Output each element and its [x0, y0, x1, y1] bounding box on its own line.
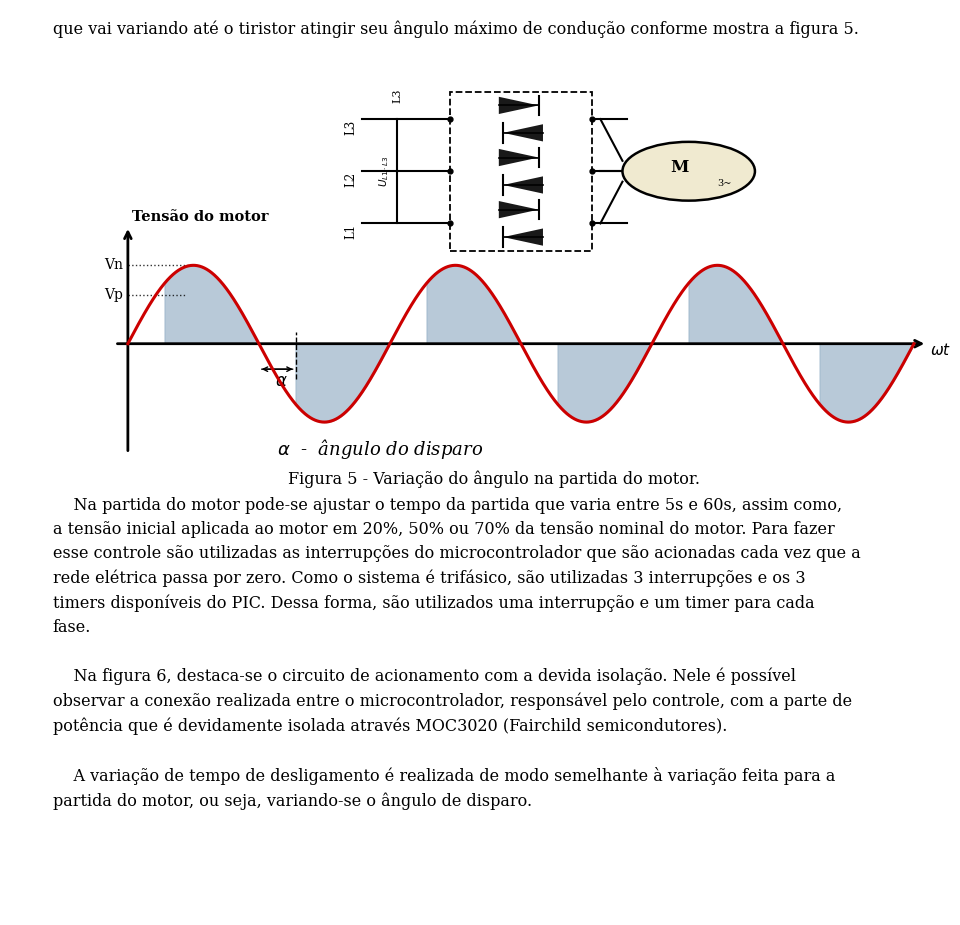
- Text: $U_{L1 \cdot L3}$: $U_{L1 \cdot L3}$: [377, 155, 391, 187]
- Text: Tensão do motor: Tensão do motor: [132, 210, 269, 224]
- Text: 3~: 3~: [717, 179, 732, 188]
- Text: Vn: Vn: [105, 258, 124, 272]
- Text: L1: L1: [345, 224, 357, 239]
- Text: $\alpha$  -  ângulo do disparo: $\alpha$ - ângulo do disparo: [276, 438, 483, 462]
- Polygon shape: [503, 228, 543, 246]
- Text: Figura 5 - Variação do ângulo na partida do motor.: Figura 5 - Variação do ângulo na partida…: [288, 470, 701, 487]
- Bar: [450, 92, 591, 251]
- Text: Vp: Vp: [105, 288, 124, 302]
- Text: $\alpha$: $\alpha$: [276, 373, 288, 390]
- Text: L3: L3: [393, 89, 402, 104]
- Text: Na partida do motor pode-se ajustar o tempo da partida que varia entre 5s e 60s,: Na partida do motor pode-se ajustar o te…: [53, 497, 860, 810]
- Polygon shape: [499, 149, 539, 166]
- Text: M: M: [671, 159, 689, 176]
- Text: L3: L3: [345, 119, 357, 134]
- Polygon shape: [499, 97, 539, 114]
- Text: $\omega t$: $\omega t$: [930, 341, 951, 358]
- Polygon shape: [499, 201, 539, 218]
- Circle shape: [622, 142, 755, 201]
- Polygon shape: [503, 177, 543, 193]
- Polygon shape: [503, 124, 543, 142]
- Text: L2: L2: [345, 171, 357, 187]
- Text: que vai variando até o tiristor atingir seu ângulo máximo de condução conforme m: que vai variando até o tiristor atingir …: [53, 20, 858, 38]
